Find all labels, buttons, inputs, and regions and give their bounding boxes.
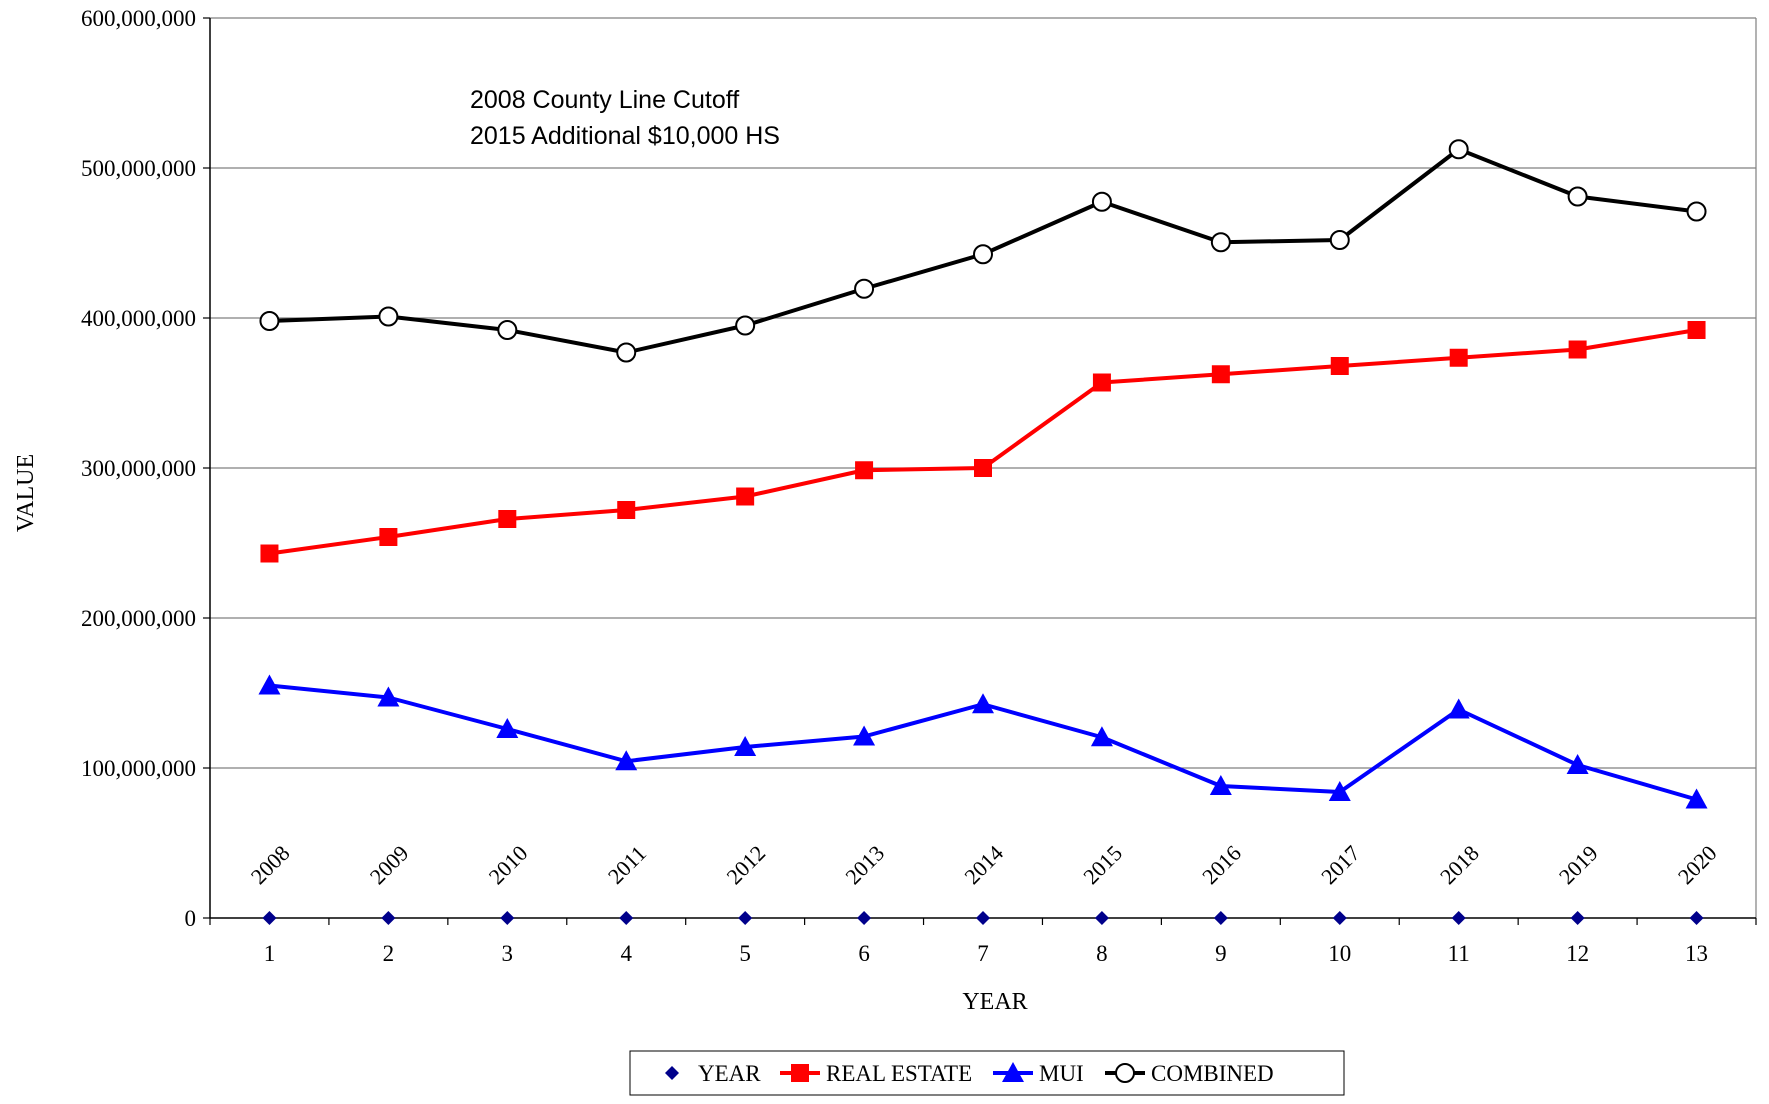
legend: YEAR REAL ESTATE MUI COMBINED <box>629 1050 1345 1096</box>
data-point <box>1210 232 1231 253</box>
data-point <box>617 501 636 519</box>
data-point <box>497 320 518 340</box>
data-point <box>1213 911 1228 925</box>
data-point <box>1685 788 1708 809</box>
data-point <box>738 911 753 925</box>
legend-marker <box>791 1064 809 1082</box>
data-point <box>1566 754 1589 774</box>
x-tick-label: 10 <box>1328 941 1351 966</box>
y-tick-label: 100,000,000 <box>81 756 196 781</box>
x-tick-label: 12 <box>1566 941 1589 966</box>
y-tick-label: 400,000,000 <box>81 306 196 331</box>
data-point <box>1329 230 1350 250</box>
data-point <box>496 718 519 738</box>
data-point <box>1209 775 1232 795</box>
annotation-line-1: 2008 County Line Cutoff <box>470 86 739 114</box>
data-point <box>974 459 992 477</box>
data-point <box>1328 781 1351 801</box>
data-point <box>972 693 994 714</box>
x-tick-label: 9 <box>1215 941 1227 966</box>
data-point <box>619 911 634 925</box>
series-year <box>262 911 1704 925</box>
data-point <box>260 544 279 563</box>
data-point <box>258 674 281 695</box>
legend-label: COMBINED <box>1151 1061 1274 1086</box>
data-point <box>1570 911 1585 925</box>
data-point <box>1092 373 1111 392</box>
legend-label: YEAR <box>698 1061 761 1086</box>
legend-item-year: YEAR <box>665 1061 761 1086</box>
data-point <box>855 461 874 480</box>
x-tick-label: 8 <box>1096 941 1108 966</box>
data-point <box>1567 186 1588 207</box>
data-point <box>377 686 400 707</box>
data-point <box>381 911 396 925</box>
data-point <box>1448 139 1469 160</box>
x-tick-label: 4 <box>620 941 632 966</box>
annotation-line-2: 2015 Additional $10,000 HS <box>470 122 780 150</box>
legend-box <box>629 1050 1345 1096</box>
data-point <box>734 736 757 756</box>
data-point <box>857 911 872 925</box>
data-point <box>1451 911 1466 925</box>
x-tick-label: 1 <box>264 941 276 966</box>
data-point <box>259 311 280 331</box>
data-point <box>736 487 755 506</box>
x-tick-label: 6 <box>858 941 870 966</box>
x-axis-title: YEAR <box>962 989 1027 1015</box>
legend-marker <box>1002 1062 1024 1082</box>
data-point <box>1449 348 1468 367</box>
data-point <box>1211 365 1230 384</box>
data-point <box>1568 340 1587 359</box>
series-combined <box>259 139 1707 363</box>
legend-item-mui: MUI <box>993 1061 1084 1086</box>
x-tick-label: 3 <box>502 941 514 966</box>
data-point <box>379 528 398 546</box>
data-point <box>1091 191 1112 212</box>
data-point <box>735 315 756 336</box>
data-point <box>976 911 990 925</box>
data-point <box>498 510 517 528</box>
y-tick-label: 500,000,000 <box>81 156 196 181</box>
series-mui <box>258 674 1708 809</box>
data-point <box>1686 201 1707 222</box>
data-point <box>616 342 637 363</box>
y-axis-title: VALUE <box>13 454 39 532</box>
data-point <box>1447 698 1470 719</box>
y-tick-label: 300,000,000 <box>81 456 196 481</box>
data-point <box>1330 357 1349 375</box>
y-tick-label: 200,000,000 <box>81 606 196 631</box>
data-point <box>1090 726 1113 747</box>
legend-item-combined: COMBINED <box>1105 1061 1274 1086</box>
y-tick-label: 0 <box>185 906 197 931</box>
data-point <box>1094 911 1109 925</box>
data-point <box>853 725 876 746</box>
data-point <box>500 911 515 925</box>
data-point <box>1689 911 1704 925</box>
data-point <box>973 244 993 265</box>
x-tick-label: 13 <box>1685 941 1708 966</box>
data-point <box>1687 321 1706 339</box>
legend-label: MUI <box>1039 1061 1084 1086</box>
legend-marker <box>1115 1063 1135 1083</box>
data-point <box>615 750 638 771</box>
axes: 0 100,000,000 200,000,000 300,000,000 400,00… <box>81 6 1757 966</box>
legend-item-real-estate: REAL ESTATE <box>780 1061 972 1086</box>
legend-label: REAL ESTATE <box>826 1061 972 1086</box>
x-tick-label: 11 <box>1448 941 1470 966</box>
y-tick-label: 600,000,000 <box>81 6 196 31</box>
data-point <box>378 306 399 327</box>
x-tick-label: 7 <box>977 941 989 966</box>
x-tick-label: 2 <box>383 941 395 966</box>
series-real-estate <box>260 321 1706 563</box>
data-point <box>854 278 875 299</box>
legend-marker <box>665 1066 679 1080</box>
series-group <box>258 139 1708 925</box>
data-point <box>1332 911 1347 925</box>
x-tick-label: 5 <box>739 941 751 966</box>
data-point <box>262 911 277 925</box>
